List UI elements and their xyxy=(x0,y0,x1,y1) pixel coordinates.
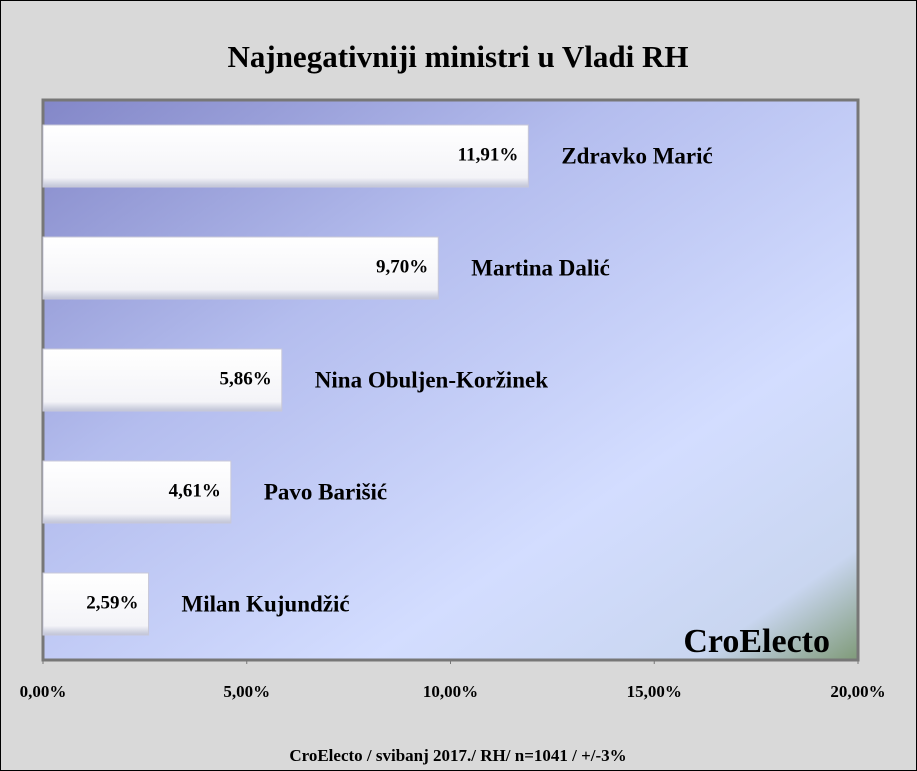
x-tick-label: 20,00% xyxy=(830,682,885,701)
value-label: 4,61% xyxy=(169,480,221,501)
x-tick-label: 0,00% xyxy=(20,682,67,701)
category-label: Zdravko Marić xyxy=(561,143,712,168)
category-label: Milan Kujundžić xyxy=(182,591,350,616)
watermark: CroElecto xyxy=(683,623,830,660)
bar xyxy=(42,124,529,188)
category-label: Martina Dalić xyxy=(471,255,610,280)
x-tick-label: 15,00% xyxy=(627,682,682,701)
bar xyxy=(42,572,150,636)
category-label: Pavo Barišić xyxy=(264,479,387,504)
footnote: CroElecto / svibanj 2017./ RH/ n=1041 / … xyxy=(289,746,626,765)
value-label: 2,59% xyxy=(86,592,138,613)
x-tick-label: 10,00% xyxy=(423,682,478,701)
value-label: 5,86% xyxy=(220,368,272,389)
value-label: 11,91% xyxy=(458,144,519,165)
x-tick-label: 5,00% xyxy=(223,682,270,701)
category-label: Nina Obuljen-Koržinek xyxy=(315,367,548,392)
bar xyxy=(42,236,439,300)
bar xyxy=(42,460,232,524)
bar xyxy=(42,348,283,412)
chart-title: Najnegativniji ministri u Vladi RH xyxy=(227,39,688,74)
value-label: 9,70% xyxy=(376,256,428,277)
